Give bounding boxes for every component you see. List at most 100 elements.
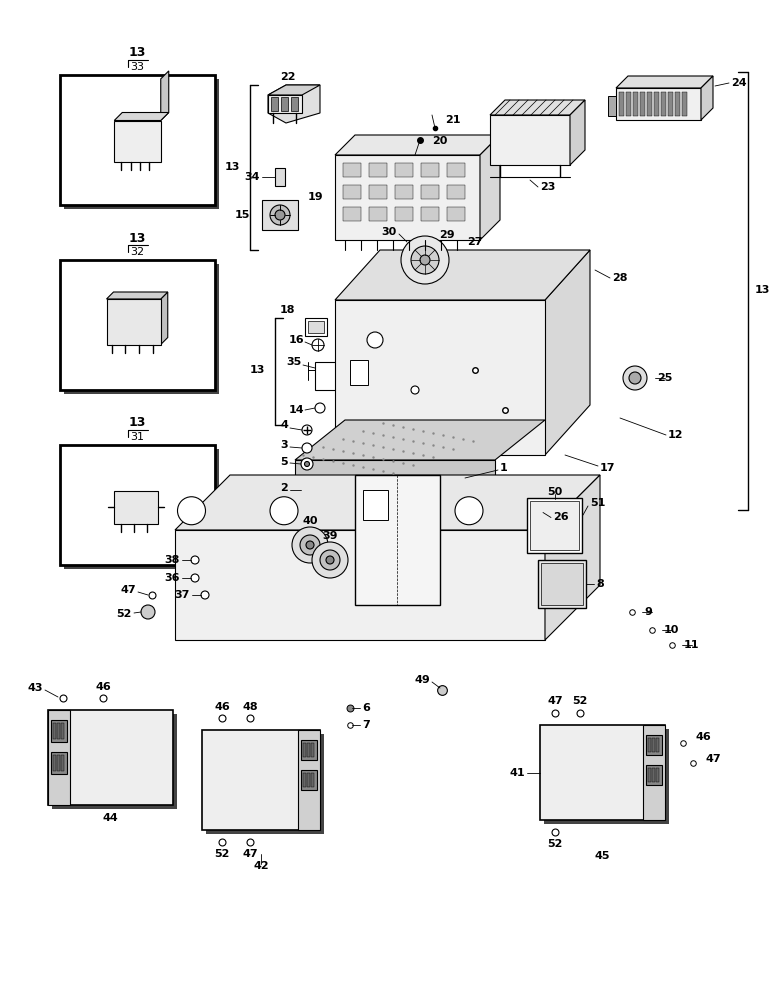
Polygon shape [335,135,500,155]
Polygon shape [545,250,590,455]
Polygon shape [616,88,701,120]
Circle shape [320,550,340,570]
Bar [301,770,317,790]
Bar [540,725,665,820]
Bar [304,484,310,494]
Bar [656,768,659,782]
Text: 25: 25 [657,373,672,383]
Circle shape [201,591,209,599]
Bar [530,501,579,550]
Bar [64,449,219,569]
Text: 32: 32 [130,247,144,257]
Bar [315,362,337,390]
Bar [262,200,298,230]
Bar [668,92,673,116]
Bar [107,299,161,344]
Bar [682,92,687,116]
Bar [60,445,215,565]
Polygon shape [616,76,713,88]
Text: 19: 19 [307,192,323,202]
Bar [652,768,655,782]
Bar [675,92,680,116]
Circle shape [367,332,383,348]
Polygon shape [114,112,169,120]
Bar [275,168,285,186]
Bar [60,75,215,205]
Bar [57,723,60,739]
Text: 44: 44 [103,813,118,823]
Text: 28: 28 [612,273,628,283]
Text: 49: 49 [415,675,430,685]
Bar [301,740,317,760]
Circle shape [270,205,290,225]
Text: 13: 13 [129,232,146,244]
Text: 52: 52 [572,696,587,706]
Text: 23: 23 [540,182,555,192]
Bar [271,97,278,111]
Bar [648,738,651,752]
Polygon shape [161,71,169,120]
Bar [447,207,465,221]
Text: 47: 47 [705,754,720,764]
Bar [206,734,324,834]
Text: 29: 29 [439,230,455,240]
Circle shape [191,574,199,582]
Bar [421,207,439,221]
Bar [395,163,413,177]
Bar [633,92,638,116]
Bar [60,260,215,390]
Polygon shape [268,85,320,95]
Bar [52,714,177,809]
Text: 1: 1 [500,463,508,473]
Circle shape [411,386,419,394]
Bar [114,491,157,524]
Circle shape [304,462,310,466]
Circle shape [411,246,439,274]
Text: 41: 41 [510,768,525,778]
Text: 46: 46 [214,702,230,712]
Text: 13: 13 [129,416,146,430]
Bar [654,92,659,116]
Text: 9: 9 [644,607,652,617]
Bar [305,318,327,336]
Text: 24: 24 [731,78,747,88]
Text: 13: 13 [755,285,770,295]
Polygon shape [545,475,600,640]
Bar [51,752,67,774]
Text: 16: 16 [289,335,304,345]
Bar [652,738,655,752]
Bar [308,321,324,333]
Bar [648,768,651,782]
Text: 5: 5 [280,457,288,467]
Bar [343,163,361,177]
Polygon shape [335,250,590,300]
Circle shape [306,541,314,549]
Text: 47: 47 [547,696,563,706]
Text: 43: 43 [28,683,43,693]
Text: 31: 31 [130,432,144,442]
Text: 13: 13 [129,46,146,60]
Bar [53,755,56,771]
Text: 26: 26 [553,512,569,522]
Circle shape [401,236,449,284]
Text: 36: 36 [164,573,180,583]
Polygon shape [175,530,545,640]
Text: 52: 52 [215,849,230,859]
Bar [343,207,361,221]
Text: 17: 17 [600,463,615,473]
Circle shape [455,497,483,525]
Bar [311,743,314,757]
Polygon shape [490,115,570,165]
Text: 35: 35 [286,357,302,367]
Polygon shape [295,460,495,535]
Text: 39: 39 [322,531,338,541]
Text: 34: 34 [245,172,260,182]
Bar [202,730,320,830]
Bar [311,773,314,787]
Text: 14: 14 [289,405,304,415]
Text: 45: 45 [594,851,610,861]
Text: 10: 10 [664,625,679,635]
Bar [369,163,387,177]
Polygon shape [295,420,545,460]
Text: 52: 52 [547,839,563,849]
